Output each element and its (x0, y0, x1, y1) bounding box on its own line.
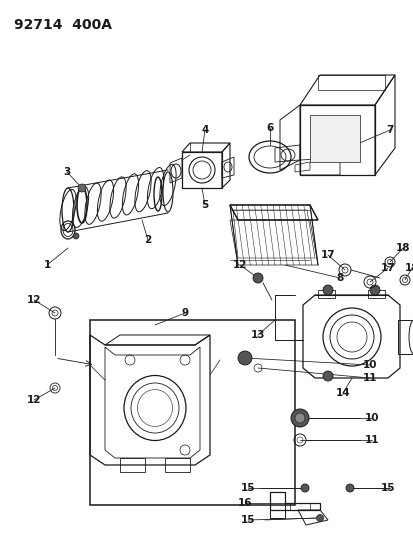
Text: 7: 7 (385, 125, 393, 135)
Circle shape (322, 285, 332, 295)
Text: 16: 16 (237, 498, 252, 508)
Text: 10: 10 (362, 360, 376, 370)
Circle shape (294, 413, 304, 423)
Text: 14: 14 (335, 388, 349, 398)
Text: 1: 1 (43, 260, 50, 270)
Circle shape (290, 409, 308, 427)
Circle shape (300, 484, 308, 492)
Text: 3: 3 (63, 167, 71, 177)
Text: 15: 15 (240, 483, 255, 493)
Circle shape (237, 351, 252, 365)
Text: 12: 12 (27, 395, 41, 405)
Polygon shape (309, 115, 359, 162)
Text: 6: 6 (266, 123, 273, 133)
Circle shape (345, 484, 353, 492)
Text: 8: 8 (335, 273, 343, 283)
Bar (90, 320, 294, 505)
Circle shape (369, 285, 379, 295)
Text: 15: 15 (380, 483, 394, 493)
Text: 4: 4 (201, 125, 208, 135)
Circle shape (316, 514, 323, 521)
Text: 18: 18 (404, 263, 413, 273)
Text: 11: 11 (364, 435, 378, 445)
Text: 11: 11 (362, 373, 376, 383)
Text: 13: 13 (250, 330, 265, 340)
Text: 15: 15 (240, 515, 255, 525)
Text: 18: 18 (395, 243, 409, 253)
Text: 9: 9 (181, 308, 188, 318)
Text: 10: 10 (364, 413, 378, 423)
Circle shape (322, 371, 332, 381)
Circle shape (252, 273, 262, 283)
Text: 17: 17 (380, 263, 394, 273)
Text: 17: 17 (320, 250, 335, 260)
Circle shape (73, 233, 79, 239)
Text: 12: 12 (232, 260, 247, 270)
Text: 12: 12 (27, 295, 41, 305)
Text: 5: 5 (201, 200, 208, 210)
Text: 92714  400A: 92714 400A (14, 18, 112, 32)
Circle shape (78, 184, 86, 192)
Text: 2: 2 (144, 235, 151, 245)
